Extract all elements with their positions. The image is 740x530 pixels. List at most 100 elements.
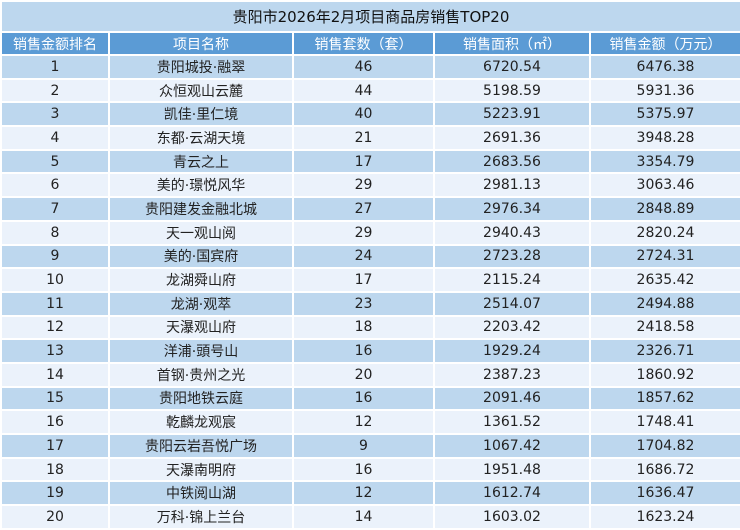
cell-units-sold: 21: [292, 125, 435, 151]
cell-units-sold: 29: [292, 172, 435, 199]
cell-amount-sold: 1704.82: [589, 433, 740, 459]
cell-rank: 14: [0, 361, 110, 388]
table-row: 1 贵阳城投·融翠 46 6720.54 6476.38: [0, 54, 740, 80]
cell-area-sold: 1067.42: [433, 433, 591, 459]
cell-amount-sold: 3063.46: [589, 172, 740, 199]
cell-rank: 15: [0, 385, 110, 412]
cell-rank: 11: [0, 290, 110, 317]
cell-rank: 20: [0, 504, 110, 530]
cell-rank: 7: [0, 196, 110, 222]
cell-project-name: 凯佳·里仁境: [108, 101, 294, 128]
table-row: 12 天瀑观山府 18 2203.42 2418.58: [0, 314, 740, 341]
cell-units-sold: 24: [292, 243, 435, 270]
cell-amount-sold: 1623.24: [589, 504, 740, 530]
cell-project-name: 首钢·贵州之光: [108, 361, 294, 388]
table-row: 6 美的·璟悦风华 29 2981.13 3063.46: [0, 172, 740, 199]
cell-amount-sold: 6476.38: [589, 54, 740, 80]
table-row: 7 贵阳建发金融北城 27 2976.34 2848.89: [0, 196, 740, 222]
table-row: 20 万科·锦上兰台 14 1603.02 1623.24: [0, 504, 740, 530]
table-body: 1 贵阳城投·融翠 46 6720.54 6476.38 2 众恒观山云麓 44 5198.59…: [0, 54, 740, 530]
table-row: 13 洋浦·頭号山 16 1929.24 2326.71: [0, 338, 740, 364]
table-row: 10 龙湖舜山府 17 2115.24 2635.42: [0, 267, 740, 293]
cell-area-sold: 2940.43: [433, 219, 591, 246]
cell-area-sold: 1951.48: [433, 456, 591, 483]
table-row: 17 贵阳云岩吾悦广场 9 1067.42 1704.82: [0, 433, 740, 459]
cell-rank: 18: [0, 456, 110, 483]
column-header-rank: 销售金额排名: [0, 31, 110, 56]
cell-project-name: 中铁阅山湖: [108, 480, 294, 507]
cell-amount-sold: 1748.41: [589, 409, 740, 435]
table-row: 3 凯佳·里仁境 40 5223.91 5375.97: [0, 101, 740, 128]
column-header-project-name: 项目名称: [108, 31, 294, 56]
table-row: 15 贵阳地铁云庭 16 2091.46 1857.62: [0, 385, 740, 412]
cell-rank: 6: [0, 172, 110, 199]
cell-project-name: 贵阳云岩吾悦广场: [108, 433, 294, 459]
cell-project-name: 天一观山阅: [108, 219, 294, 246]
cell-project-name: 洋浦·頭号山: [108, 338, 294, 364]
column-header-area-sold: 销售面积（㎡）: [433, 31, 591, 56]
cell-units-sold: 46: [292, 54, 435, 80]
cell-amount-sold: 5375.97: [589, 101, 740, 128]
cell-amount-sold: 3948.28: [589, 125, 740, 151]
cell-rank: 3: [0, 101, 110, 128]
cell-amount-sold: 2326.71: [589, 338, 740, 364]
cell-units-sold: 12: [292, 480, 435, 507]
cell-area-sold: 1612.74: [433, 480, 591, 507]
cell-project-name: 美的·国宾府: [108, 243, 294, 270]
cell-area-sold: 2691.36: [433, 125, 591, 151]
cell-rank: 13: [0, 338, 110, 364]
cell-project-name: 青云之上: [108, 148, 294, 175]
cell-rank: 1: [0, 54, 110, 80]
cell-units-sold: 18: [292, 314, 435, 341]
cell-area-sold: 1361.52: [433, 409, 591, 435]
cell-area-sold: 2387.23: [433, 361, 591, 388]
cell-amount-sold: 1686.72: [589, 456, 740, 483]
cell-project-name: 贵阳建发金融北城: [108, 196, 294, 222]
column-header-amount-sold: 销售金额（万元）: [589, 31, 740, 56]
table-row: 8 天一观山阅 29 2940.43 2820.24: [0, 219, 740, 246]
table-row: 16 乾麟龙观宸 12 1361.52 1748.41: [0, 409, 740, 435]
column-header-units-sold: 销售套数（套）: [292, 31, 435, 56]
cell-area-sold: 2683.56: [433, 148, 591, 175]
table-row: 2 众恒观山云麓 44 5198.59 5931.36: [0, 77, 740, 104]
cell-project-name: 东都·云湖天境: [108, 125, 294, 151]
cell-area-sold: 1603.02: [433, 504, 591, 530]
cell-rank: 10: [0, 267, 110, 293]
table-row: 11 龙湖·观萃 23 2514.07 2494.88: [0, 290, 740, 317]
table-row: 5 青云之上 17 2683.56 3354.79: [0, 148, 740, 175]
cell-amount-sold: 2820.24: [589, 219, 740, 246]
cell-units-sold: 29: [292, 219, 435, 246]
cell-amount-sold: 2635.42: [589, 267, 740, 293]
cell-amount-sold: 2418.58: [589, 314, 740, 341]
header-row: 销售金额排名 项目名称 销售套数（套） 销售面积（㎡） 销售金额（万元）: [0, 31, 740, 56]
cell-rank: 9: [0, 243, 110, 270]
cell-rank: 8: [0, 219, 110, 246]
cell-project-name: 美的·璟悦风华: [108, 172, 294, 199]
cell-project-name: 众恒观山云麓: [108, 77, 294, 104]
table-title: 贵阳市2026年2月项目商品房销售TOP20: [0, 0, 740, 33]
cell-area-sold: 6720.54: [433, 54, 591, 80]
table-row: 14 首钢·贵州之光 20 2387.23 1860.92: [0, 361, 740, 388]
cell-units-sold: 20: [292, 361, 435, 388]
cell-rank: 12: [0, 314, 110, 341]
cell-units-sold: 23: [292, 290, 435, 317]
cell-rank: 4: [0, 125, 110, 151]
cell-units-sold: 44: [292, 77, 435, 104]
cell-units-sold: 16: [292, 385, 435, 412]
cell-rank: 2: [0, 77, 110, 104]
cell-area-sold: 2091.46: [433, 385, 591, 412]
cell-rank: 5: [0, 148, 110, 175]
cell-amount-sold: 3354.79: [589, 148, 740, 175]
cell-rank: 17: [0, 433, 110, 459]
cell-project-name: 龙湖舜山府: [108, 267, 294, 293]
cell-area-sold: 2723.28: [433, 243, 591, 270]
table-row: 4 东都·云湖天境 21 2691.36 3948.28: [0, 125, 740, 151]
cell-amount-sold: 1860.92: [589, 361, 740, 388]
cell-units-sold: 9: [292, 433, 435, 459]
cell-area-sold: 2203.42: [433, 314, 591, 341]
cell-area-sold: 2115.24: [433, 267, 591, 293]
cell-units-sold: 14: [292, 504, 435, 530]
cell-amount-sold: 1857.62: [589, 385, 740, 412]
table-row: 18 天瀑南明府 16 1951.48 1686.72: [0, 456, 740, 483]
cell-amount-sold: 1636.47: [589, 480, 740, 507]
